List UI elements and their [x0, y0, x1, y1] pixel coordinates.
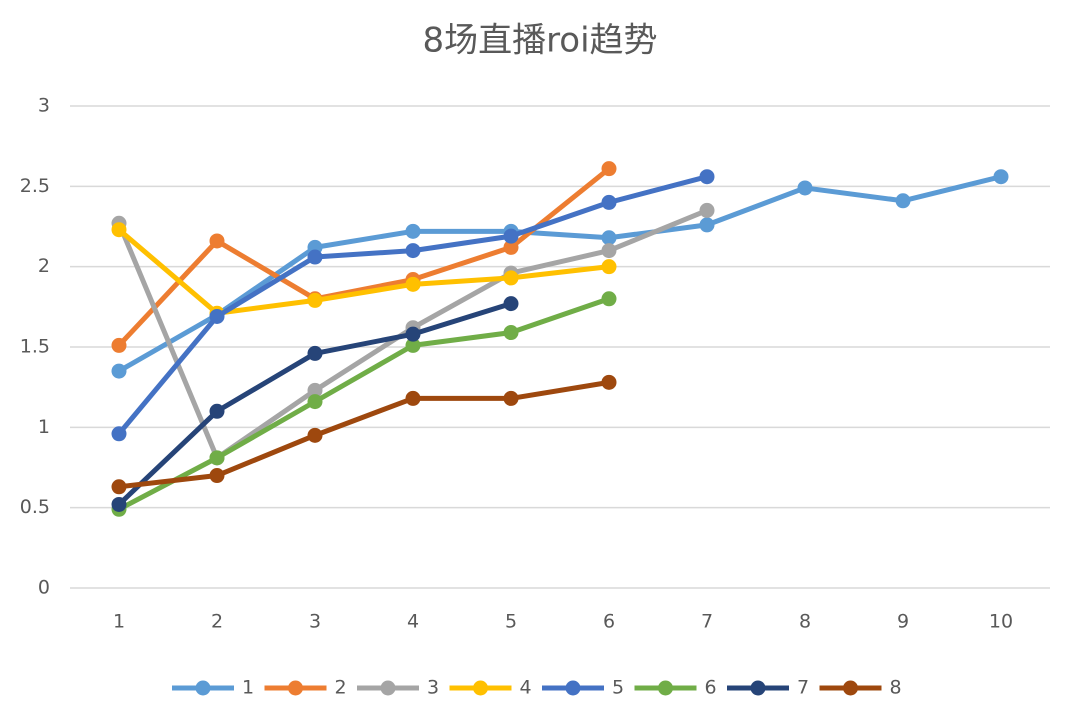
data-point	[307, 382, 323, 398]
data-point	[699, 169, 715, 185]
data-point	[307, 427, 323, 443]
y-tick-label: 3	[38, 95, 50, 117]
data-point	[111, 337, 127, 353]
data-point	[503, 325, 519, 341]
legend-marker	[473, 680, 488, 696]
data-point	[601, 259, 617, 275]
x-tick-label: 5	[505, 611, 517, 633]
x-tick-label: 4	[407, 611, 419, 633]
data-point	[111, 363, 127, 379]
legend-marker	[565, 680, 581, 696]
data-point	[111, 222, 127, 238]
series-line	[118, 379, 610, 490]
series-line	[117, 227, 610, 316]
legend-label: 2	[335, 677, 347, 699]
data-point	[405, 243, 421, 259]
data-point	[993, 169, 1009, 185]
legend-label: 3	[427, 677, 439, 699]
series-line	[117, 296, 610, 512]
legend-marker	[843, 680, 858, 696]
data-point	[209, 450, 225, 466]
y-tick-label: 2	[38, 255, 50, 277]
data-point	[209, 308, 225, 324]
data-point	[601, 161, 617, 177]
data-point	[307, 249, 323, 265]
data-point	[405, 223, 421, 239]
data-point	[797, 180, 813, 196]
y-tick-label: 0	[38, 577, 50, 599]
data-point	[405, 390, 421, 406]
legend-marker	[288, 680, 303, 696]
legend-label: 7	[797, 677, 809, 699]
y-tick-label: 1	[38, 416, 50, 438]
data-point	[503, 228, 519, 244]
data-point	[503, 296, 519, 312]
legend-marker	[658, 680, 673, 696]
data-point	[503, 239, 519, 255]
legend-marker	[750, 680, 766, 696]
x-tick-label: 9	[897, 611, 909, 633]
x-tick-label: 7	[701, 611, 713, 633]
x-tick-label: 3	[309, 611, 321, 633]
legend-marker	[380, 680, 396, 696]
data-point	[307, 292, 323, 308]
y-tick-label: 0.5	[20, 496, 50, 518]
data-point	[209, 403, 225, 419]
data-point	[601, 291, 617, 307]
chart-title: 8场直播roi趋势	[422, 21, 657, 61]
series-line	[117, 166, 611, 348]
data-point	[111, 479, 127, 495]
data-point	[111, 496, 127, 512]
data-point	[601, 230, 617, 246]
data-point	[307, 394, 323, 410]
data-point	[209, 468, 225, 484]
x-tick-label: 10	[989, 611, 1013, 633]
data-point	[503, 390, 519, 406]
data-point	[111, 426, 127, 442]
data-point	[405, 276, 421, 292]
data-point	[601, 243, 617, 259]
series-line	[117, 174, 1002, 374]
legend-label: 5	[612, 677, 624, 699]
legend-marker	[195, 680, 211, 696]
legend-label: 4	[520, 677, 532, 699]
data-point	[503, 270, 519, 286]
x-tick-label: 6	[603, 611, 615, 633]
data-point	[405, 326, 421, 342]
data-point	[601, 194, 617, 210]
data-point	[601, 374, 617, 390]
x-tick-label: 1	[113, 611, 125, 633]
x-tick-label: 8	[799, 611, 811, 633]
data-point	[209, 233, 225, 249]
x-tick-label: 2	[211, 611, 223, 633]
y-tick-label: 1.5	[20, 336, 50, 358]
legend-label: 6	[705, 677, 717, 699]
y-tick-label: 2.5	[20, 175, 50, 197]
data-point	[307, 345, 323, 361]
data-point	[405, 337, 421, 353]
data-point	[895, 193, 911, 209]
data-point	[699, 217, 715, 233]
data-point	[699, 202, 715, 218]
legend-label: 1	[242, 677, 254, 699]
legend-label: 8	[890, 677, 902, 699]
